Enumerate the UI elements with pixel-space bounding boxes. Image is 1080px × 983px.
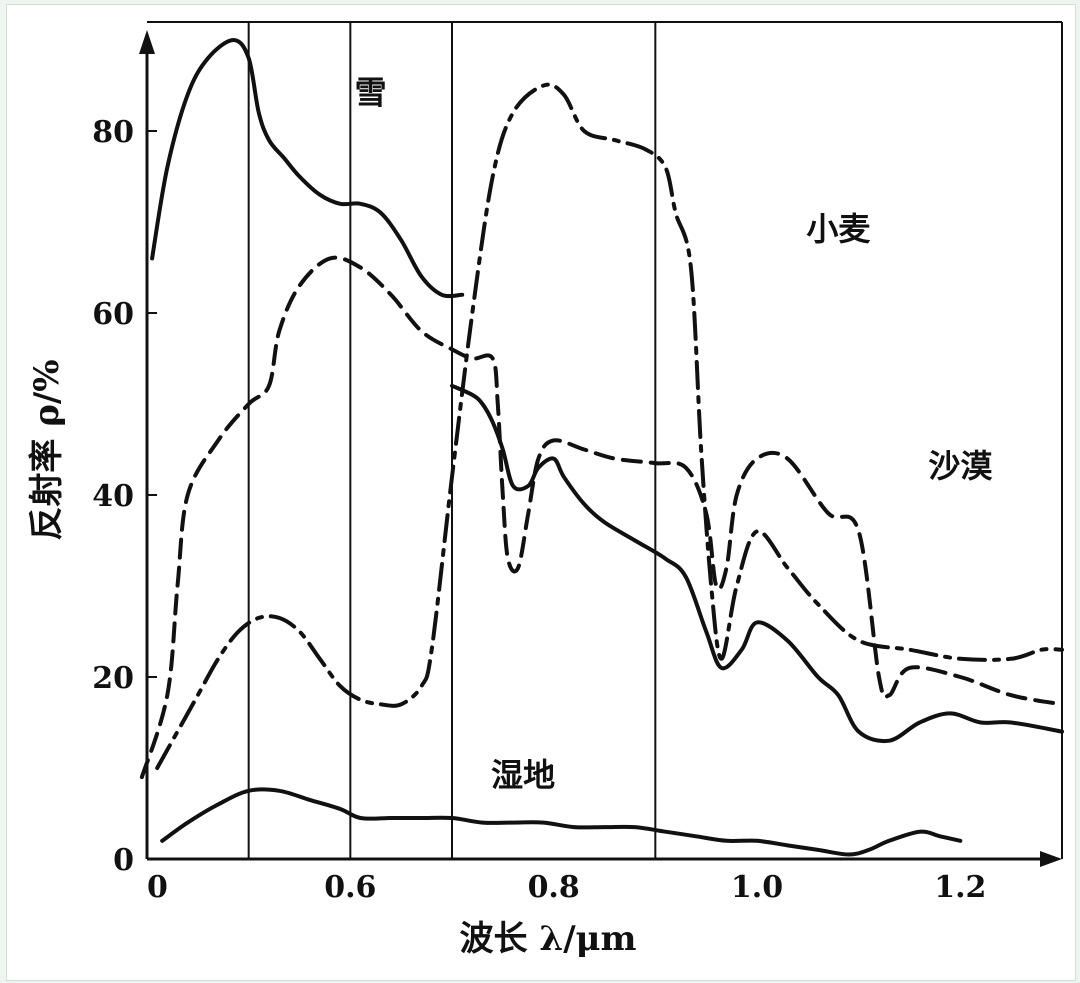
series-line-湿地 [160,787,963,857]
y-axis-title: 反射率 ρ/% [27,359,67,540]
x-tick-label: 0.6 [324,870,376,905]
series-lines [139,38,1064,857]
x-tick-label: 1.2 [934,870,986,905]
series-line-沙漠 [139,255,1064,780]
grid-lines [247,22,657,859]
x-axis-title: 波长 λ/μm [460,919,637,959]
x-tick-label: 0.8 [528,870,580,905]
x-tick-label: 0 [147,870,168,905]
series-label: 湿地 [491,756,555,794]
series-line-雪 [150,38,465,299]
y-axis-arrow-icon [139,30,155,54]
y-tick-label: 0 [113,843,134,878]
axes [139,21,1063,867]
y-tick-label: 60 [92,297,134,332]
y-tick-label: 80 [92,115,134,150]
x-tick-label: 1.0 [731,870,783,905]
y-tick-label: 20 [92,661,134,696]
tick-labels: 0 0.6 0.8 1.0 1.2 0 20 40 60 80 [92,115,986,905]
x-axis-arrow-icon [1040,851,1062,867]
series-label: 雪 [355,74,387,112]
series-line-小麦 [155,82,1064,770]
y-tick-label: 40 [92,479,134,514]
series-line-unlabeled-4 [450,383,1064,744]
series-label: 小麦 [806,210,871,248]
series-label: 沙漠 [928,447,993,485]
figure-frame [6,4,1076,981]
